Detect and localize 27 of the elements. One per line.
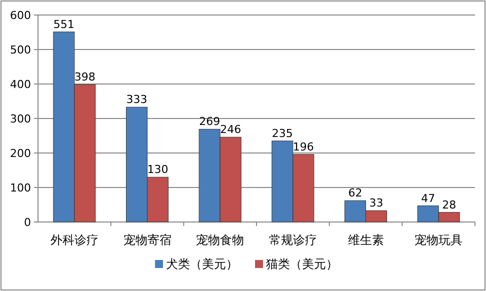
x-tick-label: 宠物寄宿 [123, 233, 172, 247]
y-tick-label: 600 [10, 9, 31, 22]
x-tick-label: 宠物食物 [196, 233, 244, 247]
data-label: 333 [126, 93, 148, 106]
data-label: 269 [199, 115, 220, 128]
data-label: 235 [272, 126, 293, 140]
y-tick-label: 500 [10, 44, 31, 56]
data-label: 47 [421, 192, 436, 205]
x-tick-label: 维生素 [348, 233, 384, 247]
data-label: 398 [74, 70, 96, 84]
data-label: 196 [292, 140, 314, 154]
legend-label: 猫类（美元） [266, 257, 338, 271]
x-tick-label: 外科诊疗 [50, 233, 98, 247]
data-label: 130 [147, 163, 168, 176]
data-label: 28 [442, 198, 456, 212]
data-label: 246 [220, 123, 242, 136]
y-tick-label: 300 [10, 112, 31, 126]
x-tick-label: 宠物玩具 [414, 233, 463, 247]
y-tick-label: 200 [10, 147, 31, 160]
y-tick-label: 100 [10, 182, 31, 194]
y-tick-label: 0 [24, 216, 31, 229]
y-tick-label: 400 [10, 78, 31, 91]
x-tick-label: 常规诊疗 [268, 233, 317, 247]
data-label: 62 [348, 186, 362, 200]
data-label: 33 [369, 196, 384, 210]
data-label: 551 [53, 18, 74, 31]
legend-label: 犬类（美元） [166, 257, 238, 271]
